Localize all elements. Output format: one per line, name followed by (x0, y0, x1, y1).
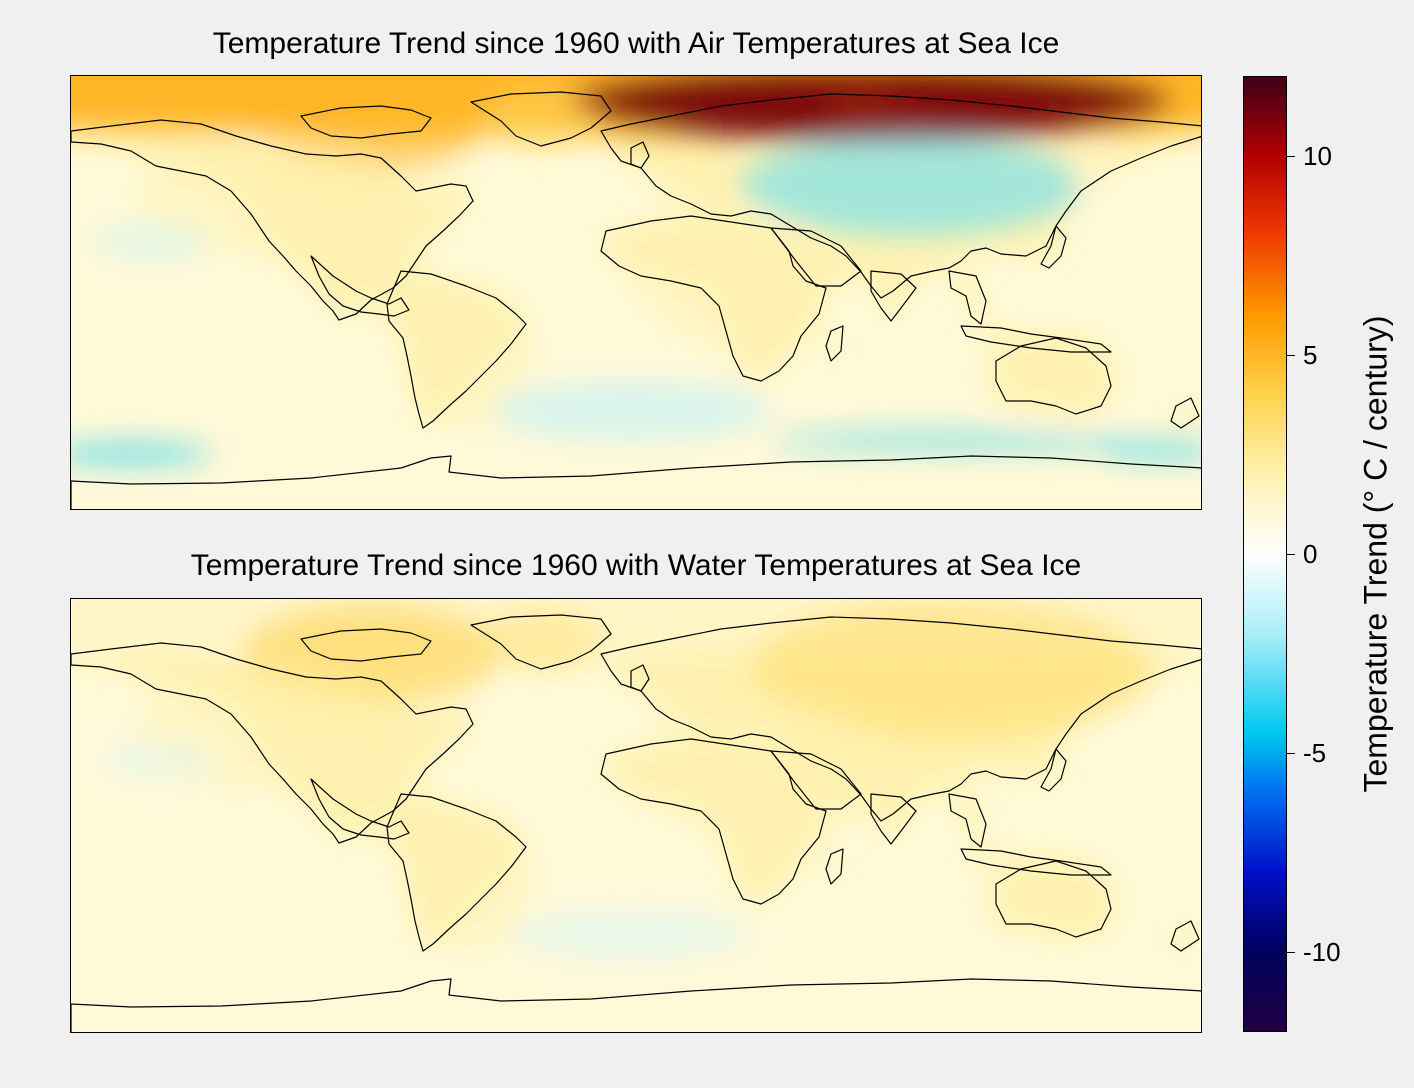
coastline-madagascar (825, 848, 844, 885)
coastline-uk (630, 141, 650, 169)
land-fill-se-asia (949, 794, 986, 847)
coastline-india (870, 793, 917, 845)
trend-patch-continents-general (981, 859, 1121, 939)
coastline-canadian-islands (300, 105, 432, 139)
coastline-india (870, 270, 917, 322)
colorbar-tick (1287, 952, 1295, 954)
colorbar-label: Temperature Trend (° C / century) (1357, 315, 1394, 793)
coastline-south-america (386, 270, 527, 429)
coastline-uk (630, 664, 650, 692)
colorbar-tick-label: 10 (1303, 140, 1332, 171)
land-fill-antarctica (71, 456, 1201, 509)
land-fill-antarctica (71, 979, 1201, 1032)
coastline-antarctica (71, 455, 1201, 509)
coastline-africa (600, 215, 827, 382)
coastline-new-zealand (1170, 397, 1200, 429)
trend-patch-antarctic-sea-ice-edge (741, 136, 1081, 236)
land-fill-uk (631, 142, 649, 168)
trend-patch-sea-of-okhotsk (1101, 443, 1201, 459)
land-fill-japan (1041, 749, 1066, 791)
trend-patch-southern-ocean-pacific-sector (101, 739, 221, 779)
coastline-indonesia (960, 325, 1112, 353)
colorbar-tick (1287, 554, 1295, 555)
trend-patch-antarctica (1083, 151, 1103, 191)
coastline-north-america (71, 119, 474, 321)
map-panel-air (70, 75, 1202, 510)
trend-patch-greenland (481, 90, 601, 146)
coastline-africa (600, 738, 827, 905)
trend-patch-arctic-ocean-barents-kara (621, 76, 841, 136)
coastline-japan (1040, 225, 1067, 269)
coastline-greenland (470, 91, 612, 147)
coastline-arabia (770, 227, 862, 287)
coastline-south-america (386, 793, 527, 952)
coastline-japan (1040, 748, 1067, 792)
coastline-madagascar (825, 325, 844, 362)
trend-patch-sea-of-okhotsk (71, 444, 211, 464)
coastline-central-america (310, 255, 410, 317)
coastline-australia (995, 860, 1112, 938)
map-title-air: Temperature Trend since 1960 with Air Te… (212, 27, 1060, 60)
trend-patch-southern-ocean-pacific-sector (91, 221, 211, 261)
coastline-eurasia (600, 93, 1201, 299)
colorbar-tick-label: -5 (1303, 738, 1327, 769)
coastline-se-asia (948, 270, 987, 325)
colorbar-tick (1287, 155, 1295, 157)
coastline-arabia (770, 750, 862, 810)
coastline-eurasia (600, 616, 1201, 822)
colorbar-container: 10 5 0 -5 -10 (1243, 76, 1341, 1032)
trend-patch-continents-general (641, 206, 821, 346)
land-fill-india (871, 794, 916, 844)
colorbar-tick (1287, 753, 1295, 755)
land-fill-japan (1041, 226, 1066, 268)
trend-map-air (71, 76, 1201, 509)
coastline-canadian-islands (300, 628, 432, 662)
colorbar (1243, 76, 1287, 1032)
land-fill-se-asia (949, 271, 986, 324)
coastline-indonesia (960, 848, 1112, 876)
colorbar-tick-label: 5 (1303, 339, 1318, 370)
map-panel-water (70, 598, 1202, 1033)
trend-patch-continents-general (141, 136, 401, 256)
trend-patch-continents-general (411, 809, 531, 949)
coastline-greenland (470, 614, 612, 670)
trend-map-water (71, 599, 1201, 1032)
coastline-new-zealand (1170, 920, 1200, 952)
trend-patch-southern-ocean-pacific-sector (491, 381, 771, 441)
trend-patch-continents-general (651, 699, 891, 839)
colorbar-tick-label: 0 (1303, 539, 1318, 569)
coastline-antarctica (71, 978, 1201, 1032)
trend-patch-continents-general (411, 286, 531, 426)
coastline-north-america (71, 642, 474, 844)
trend-patch-southern-ocean-pacific-sector (511, 909, 751, 959)
colorbar-tick (1287, 354, 1295, 356)
map-title-water: Temperature Trend since 1960 with Water … (190, 549, 1082, 582)
trend-patch-continents-general (981, 336, 1121, 416)
trend-patch-sea-of-okhotsk (771, 431, 1131, 451)
coastline-central-america (310, 778, 410, 840)
land-fill-uk (631, 665, 649, 691)
coastline-se-asia (948, 793, 987, 848)
trend-patch-greenland (481, 609, 601, 669)
coastline-australia (995, 337, 1112, 415)
colorbar-tick-label: -10 (1303, 937, 1341, 968)
trend-patch-arctic-ocean-barents-kara (881, 76, 1121, 121)
land-fill-india (871, 271, 916, 321)
